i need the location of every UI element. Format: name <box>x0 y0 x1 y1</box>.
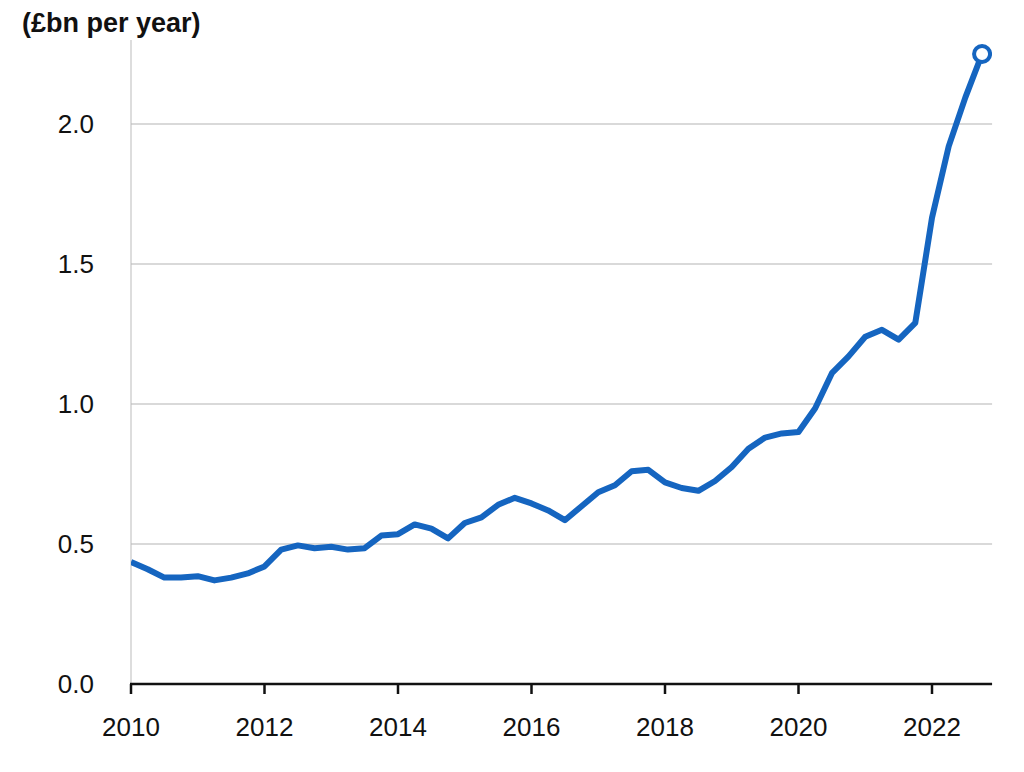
y-axis-line <box>131 40 132 684</box>
x-tick <box>931 684 934 694</box>
grid-line <box>131 543 992 545</box>
data-line <box>131 54 982 580</box>
chart: (£bn per year) 0.0 0.5 1.0 1.5 2.0 2010 2012 201… <box>0 0 1024 772</box>
x-tick <box>130 684 133 694</box>
x-tick <box>797 684 800 694</box>
x-tick <box>664 684 667 694</box>
x-tick-label: 2010 <box>102 712 160 742</box>
y-tick-label: 1.5 <box>58 249 94 279</box>
y-tick-label: 1.0 <box>58 389 94 419</box>
x-tick <box>530 684 533 694</box>
grid-line <box>131 403 992 405</box>
x-tick-label: 2014 <box>369 712 427 742</box>
x-tick-label: 2018 <box>636 712 694 742</box>
y-tick-label: 0.0 <box>58 669 94 699</box>
y-tick-label: 2.0 <box>58 109 94 139</box>
grid-line <box>131 263 992 265</box>
end-marker <box>974 46 990 62</box>
plot-area <box>131 46 990 580</box>
y-tick-label: 0.5 <box>58 529 94 559</box>
grid-line <box>131 123 992 125</box>
x-tick-label: 2016 <box>503 712 561 742</box>
x-tick <box>263 684 266 694</box>
x-axis-line <box>130 683 992 686</box>
x-tick-label: 2020 <box>770 712 828 742</box>
y-axis-label: (£bn per year) <box>22 8 201 38</box>
x-tick <box>397 684 400 694</box>
x-tick-label: 2012 <box>236 712 294 742</box>
x-tick-label: 2022 <box>903 712 961 742</box>
